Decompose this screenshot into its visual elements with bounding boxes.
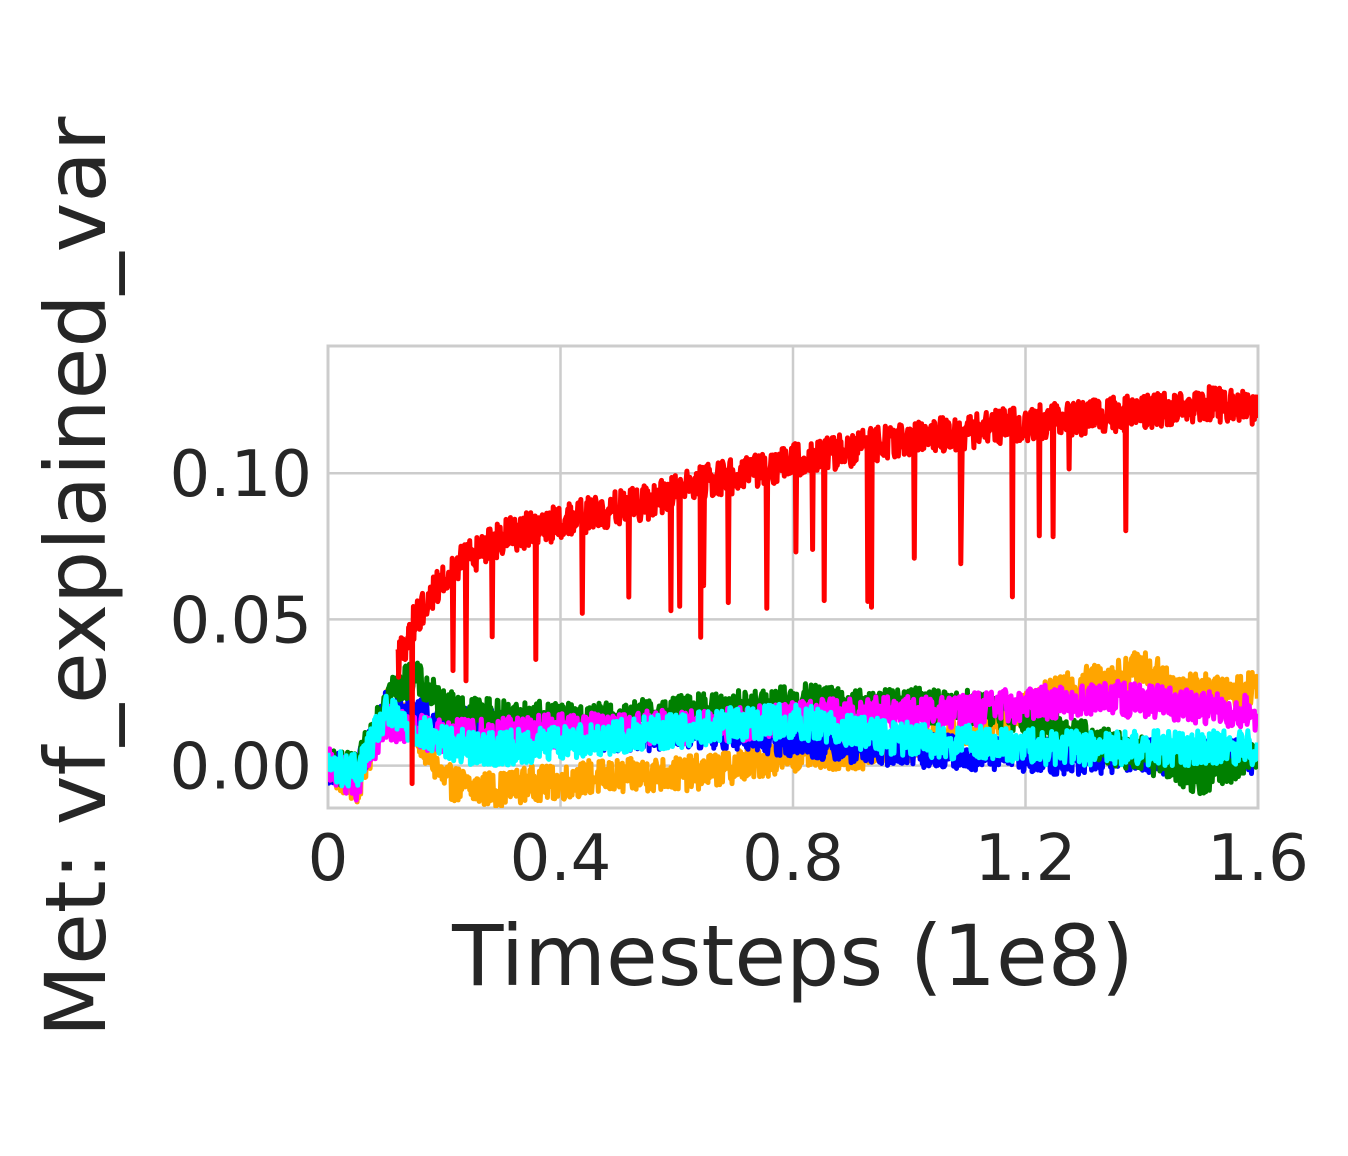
series-group [328, 384, 1258, 808]
y-tick-label: 0.10 [170, 438, 313, 512]
x-tick-labels: 0 0.4 0.8 1.2 1.6 [308, 822, 1309, 896]
x-tick-label: 1.2 [975, 822, 1077, 896]
x-tick-label: 0.8 [742, 822, 844, 896]
x-axis-label: Timesteps (1e8) [451, 907, 1134, 1005]
y-tick-labels: 0.00 0.05 0.10 [170, 438, 313, 804]
x-tick-label: 1.6 [1207, 822, 1309, 896]
y-axis-label: Met: vf_explained_var [27, 116, 125, 1037]
y-tick-label: 0.00 [170, 731, 313, 805]
series-line [328, 693, 1258, 789]
series-line [395, 384, 1258, 787]
x-tick-label: 0 [308, 822, 349, 896]
y-tick-label: 0.05 [170, 584, 313, 658]
x-tick-label: 0.4 [510, 822, 612, 896]
